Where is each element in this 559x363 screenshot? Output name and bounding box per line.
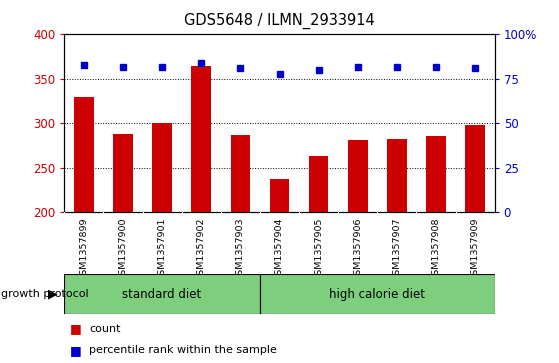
Text: ▶: ▶ [48, 287, 58, 301]
Text: percentile rank within the sample: percentile rank within the sample [89, 345, 277, 355]
Bar [270, 179, 290, 212]
Text: GSM1357909: GSM1357909 [471, 217, 480, 281]
Text: GDS5648 / ILMN_2933914: GDS5648 / ILMN_2933914 [184, 13, 375, 29]
Bar [466, 125, 485, 212]
Text: GSM1357906: GSM1357906 [353, 217, 362, 281]
Bar [74, 97, 93, 212]
Text: GSM1357903: GSM1357903 [236, 217, 245, 281]
Text: GSM1357902: GSM1357902 [197, 217, 206, 281]
Bar [152, 123, 172, 212]
Text: ■: ■ [70, 344, 82, 357]
Bar [348, 140, 368, 212]
Text: GSM1357899: GSM1357899 [79, 217, 88, 281]
Text: ■: ■ [70, 322, 82, 335]
Bar [113, 134, 133, 212]
Bar [192, 66, 211, 212]
Text: GSM1357904: GSM1357904 [275, 217, 284, 281]
Text: GSM1357907: GSM1357907 [392, 217, 401, 281]
Bar [309, 156, 329, 212]
Bar [427, 136, 446, 212]
Text: count: count [89, 323, 121, 334]
Text: GSM1357905: GSM1357905 [314, 217, 323, 281]
Text: growth protocol: growth protocol [1, 289, 88, 299]
Bar [387, 139, 407, 212]
Text: GSM1357900: GSM1357900 [119, 217, 127, 281]
Text: GSM1357908: GSM1357908 [432, 217, 440, 281]
Bar [231, 135, 250, 212]
Bar [260, 274, 495, 314]
Bar [64, 274, 260, 314]
Text: high calorie diet: high calorie diet [329, 287, 425, 301]
Text: GSM1357901: GSM1357901 [158, 217, 167, 281]
Text: standard diet: standard diet [122, 287, 202, 301]
